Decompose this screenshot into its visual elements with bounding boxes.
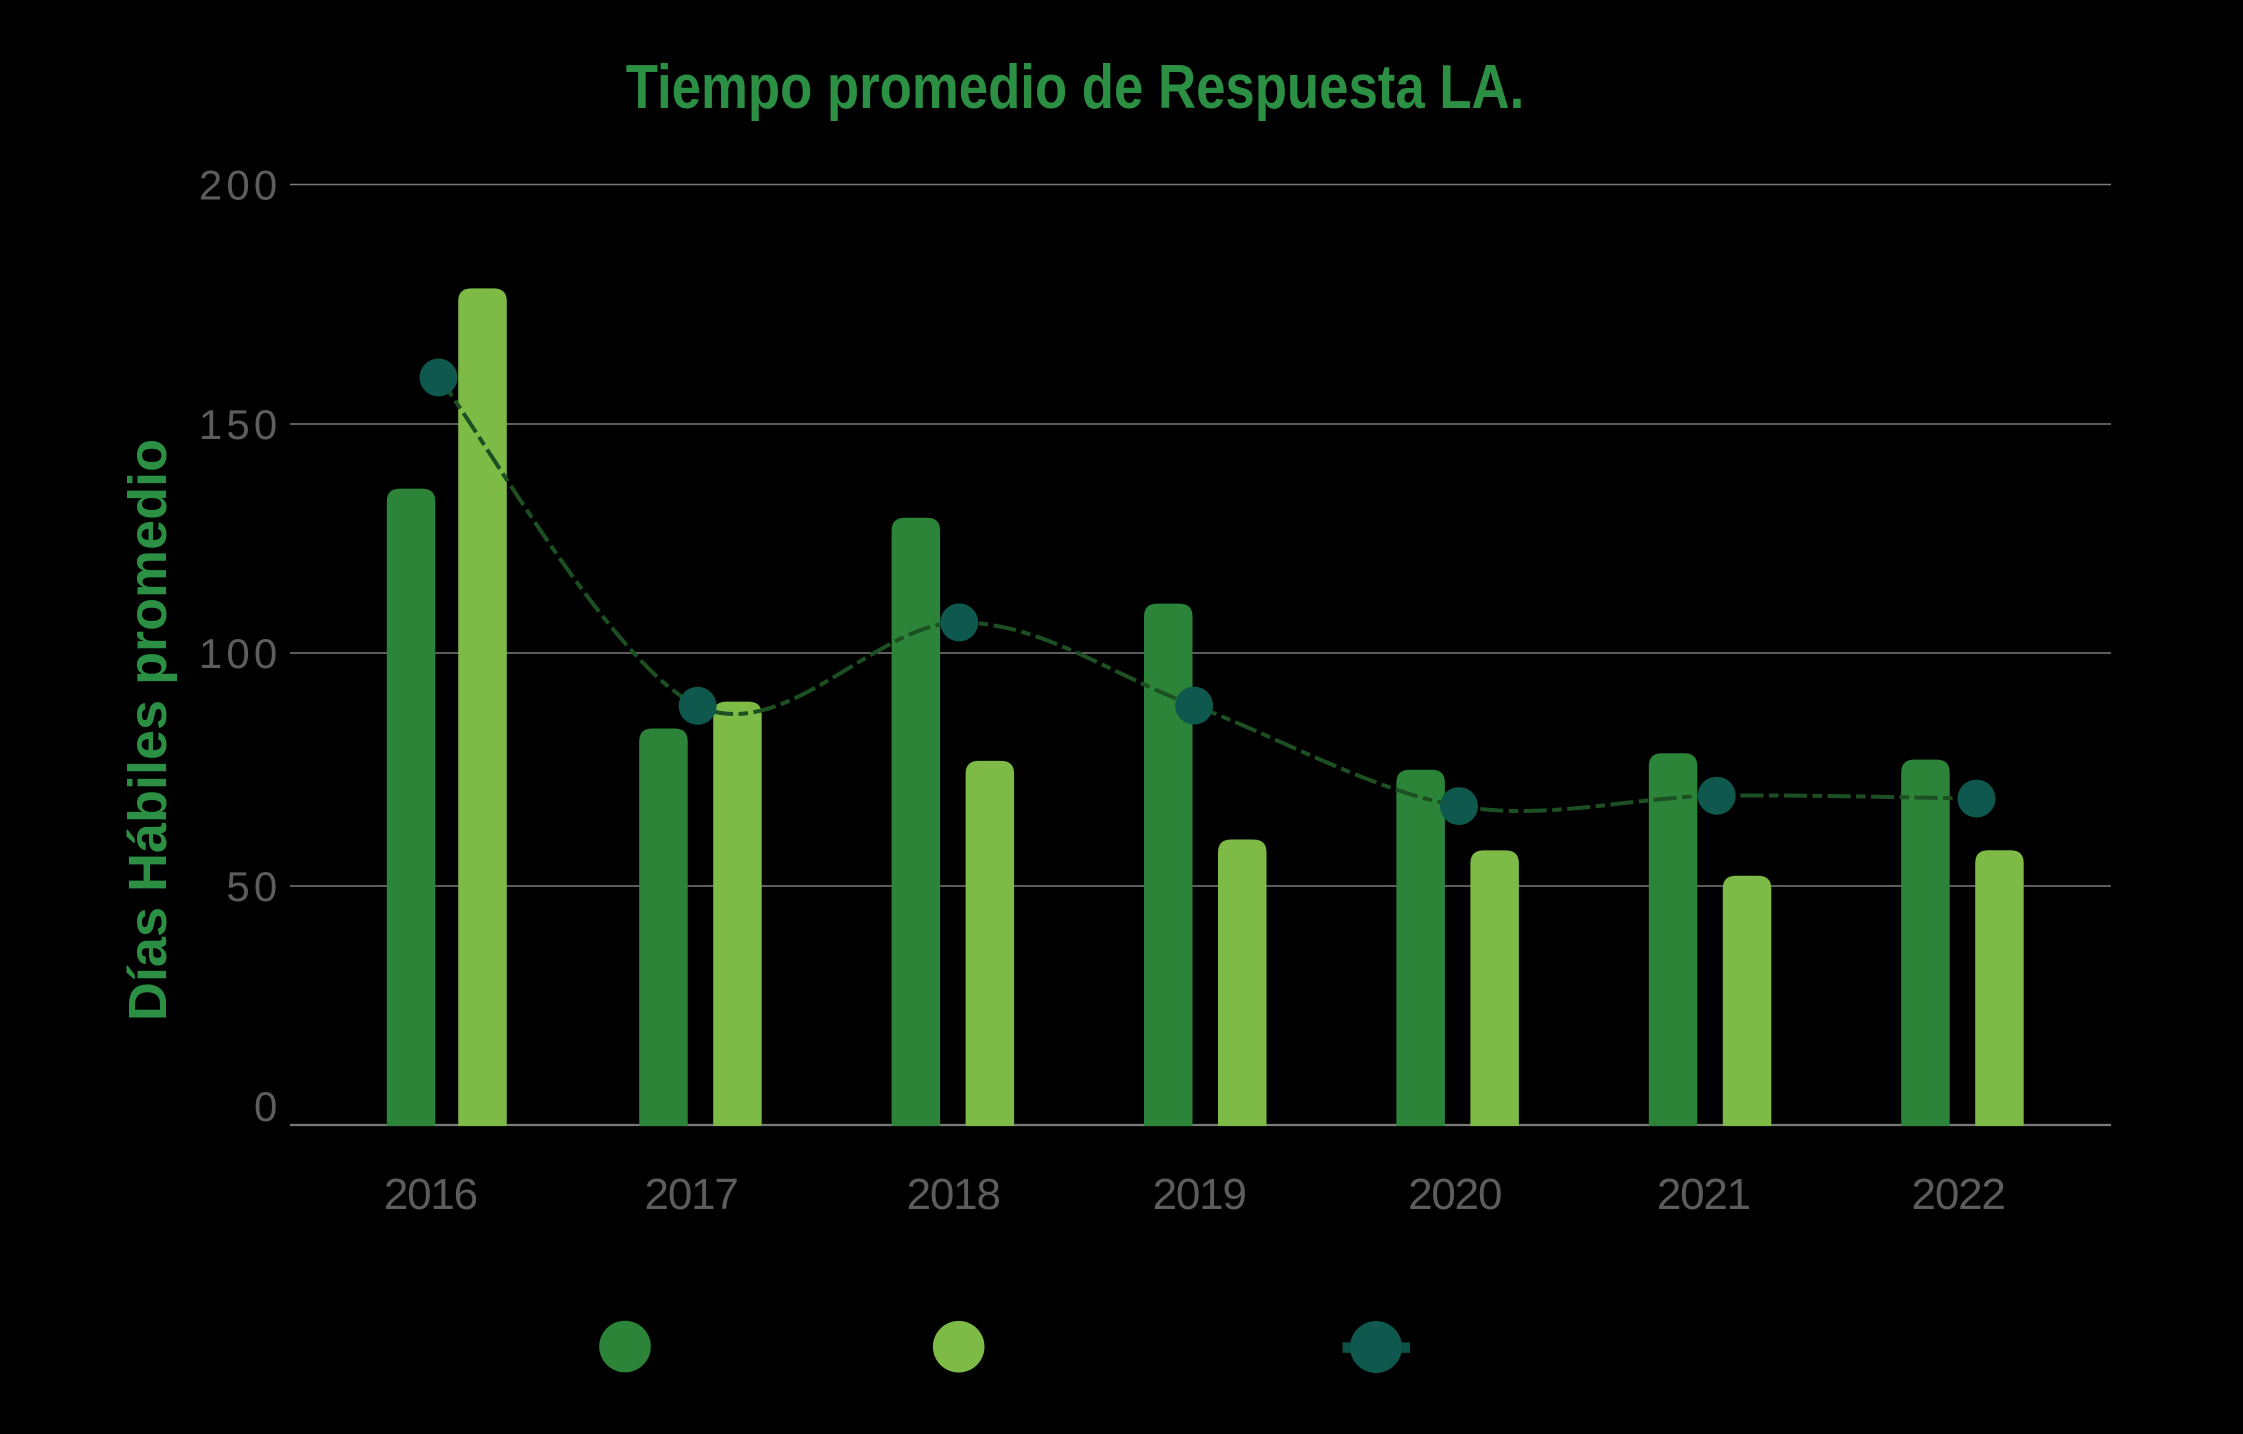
svg-text:2020: 2020 [1408, 1170, 1501, 1219]
svg-text:200: 200 [199, 162, 282, 209]
svg-text:2019: 2019 [1153, 1170, 1246, 1219]
svg-text:0: 0 [254, 1083, 282, 1130]
svg-text:2017: 2017 [645, 1170, 738, 1219]
svg-text:2021: 2021 [1657, 1170, 1750, 1219]
svg-text:100: 100 [199, 630, 282, 677]
svg-text:2016: 2016 [384, 1170, 477, 1219]
svg-text:2022: 2022 [1912, 1170, 2005, 1219]
svg-text:2018: 2018 [907, 1170, 1000, 1219]
svg-text:Tiempo promedio de Respuesta L: Tiempo promedio de Respuesta LA. [626, 53, 1525, 122]
svg-text:Días Hábiles promedio: Días Hábiles promedio [118, 439, 178, 1021]
svg-text:50: 50 [226, 863, 281, 910]
svg-text:150: 150 [199, 401, 282, 448]
